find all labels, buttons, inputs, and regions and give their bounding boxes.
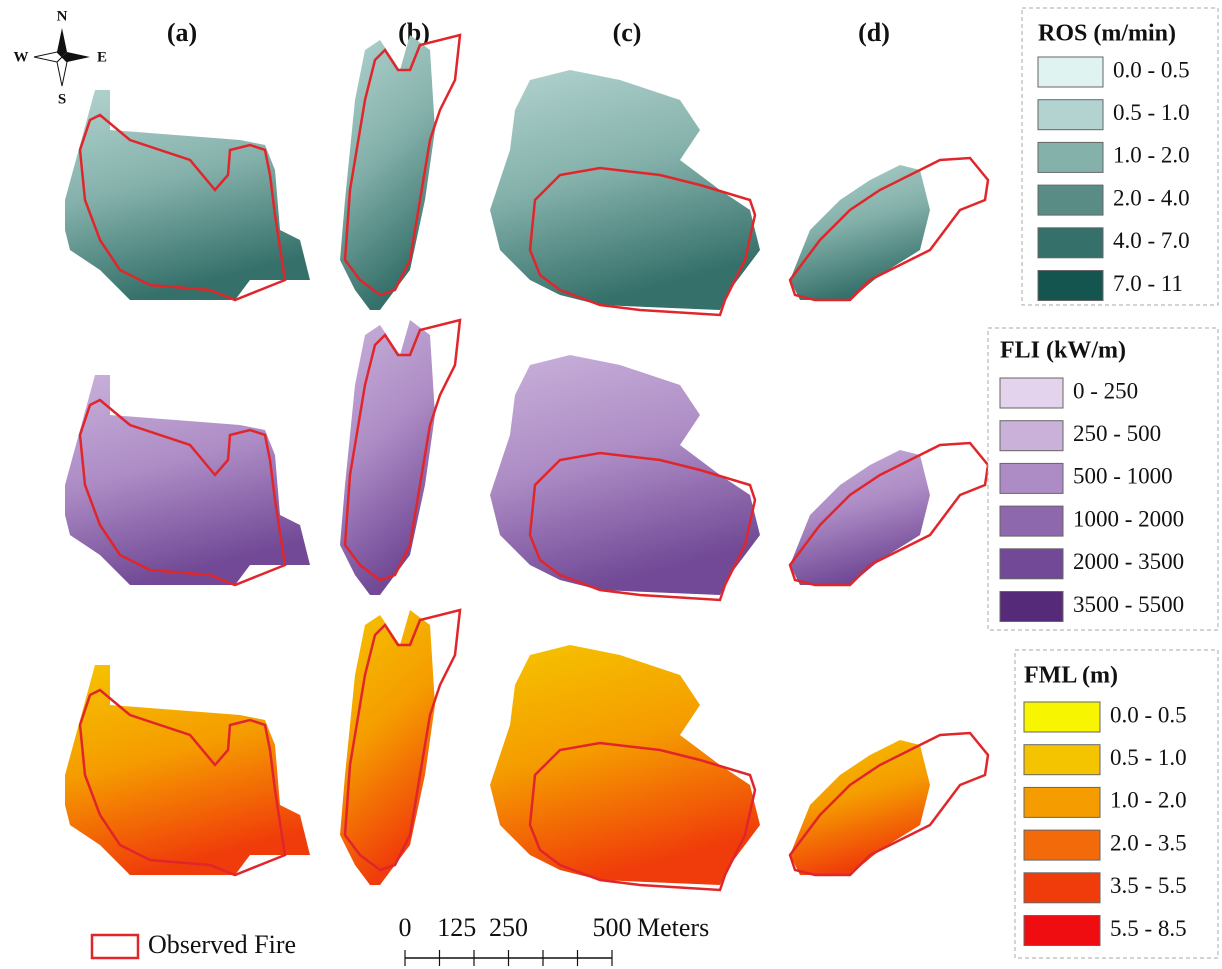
column-label: (a) [167, 18, 197, 47]
compass-arrow [57, 57, 67, 86]
legend-label: 1.0 - 2.0 [1113, 143, 1190, 168]
legend-swatch [1000, 549, 1063, 579]
scale-label: 0 [399, 913, 412, 942]
legend-swatch [1000, 378, 1063, 408]
legend-swatch [1038, 228, 1103, 258]
legend-swatch [1024, 787, 1100, 817]
legend-swatch [1038, 57, 1103, 87]
legend-label: 2.0 - 3.5 [1110, 830, 1187, 855]
compass-label: W [14, 49, 29, 65]
column-label: (c) [613, 18, 642, 47]
legend-label: 2000 - 3500 [1073, 549, 1184, 574]
figure: N S W E (a)(b)(c)(d)ROS (m/min)0.0 - 0.5… [0, 0, 1222, 969]
fire-map [340, 320, 435, 595]
legend-label: 0.5 - 1.0 [1110, 745, 1187, 770]
legend-swatch [1000, 421, 1063, 451]
fire-map [340, 35, 435, 310]
legend-label: 0.0 - 0.5 [1113, 57, 1190, 82]
map-row [65, 35, 988, 315]
legend-label: 0 - 250 [1073, 378, 1138, 403]
legend-swatch [1024, 745, 1100, 775]
legend-swatch [1038, 100, 1103, 130]
compass-label: N [57, 8, 68, 24]
legend-title: FLI (kW/m) [1000, 338, 1126, 364]
legend-label: 1.0 - 2.0 [1110, 788, 1187, 813]
map-row [65, 610, 988, 890]
compass-arrow [57, 28, 67, 57]
legend-title: ROS (m/min) [1038, 21, 1176, 47]
scale-label: 500 [593, 913, 632, 942]
fire-map [790, 450, 930, 585]
scale-label: 250 [489, 913, 528, 942]
legend-label: 0.0 - 0.5 [1110, 702, 1187, 727]
legend-swatch [1024, 830, 1100, 860]
compass-arrow [62, 52, 90, 62]
legend-swatch [1000, 592, 1063, 622]
column-label: (d) [858, 18, 890, 47]
fire-map [340, 610, 435, 885]
legend-title: FML (m) [1024, 663, 1118, 689]
legend-label: 2.0 - 4.0 [1113, 185, 1190, 210]
scale-label: 125 [437, 913, 476, 942]
compass: N S W E [14, 8, 108, 107]
fire-map [790, 740, 930, 875]
fire-map [790, 165, 930, 300]
legend-swatch [1038, 142, 1103, 172]
legend-label: 3500 - 5500 [1073, 592, 1184, 617]
scale-unit: Meters [637, 913, 709, 942]
legend-swatch [1024, 916, 1100, 946]
legend-label: 1000 - 2000 [1073, 506, 1184, 531]
legend-swatch [1038, 271, 1103, 301]
legend-swatch [1038, 185, 1103, 215]
legend-label: 5.5 - 8.5 [1110, 916, 1187, 941]
legend-label: 0.5 - 1.0 [1113, 100, 1190, 125]
compass-label: S [58, 91, 66, 107]
legend-label: 500 - 1000 [1073, 464, 1173, 489]
map-row [65, 320, 988, 600]
observed-fire-label: Observed Fire [148, 930, 296, 959]
compass-label: E [97, 49, 107, 65]
observed-fire-swatch [92, 935, 138, 958]
legend-label: 4.0 - 7.0 [1113, 228, 1190, 253]
legend-swatch [1024, 873, 1100, 903]
legend-label: 7.0 - 11 [1113, 271, 1183, 296]
legend-swatch [1024, 702, 1100, 732]
legend-label: 3.5 - 5.5 [1110, 873, 1187, 898]
legend-label: 250 - 500 [1073, 421, 1161, 446]
legend-swatch [1000, 506, 1063, 536]
compass-arrow [34, 52, 62, 62]
legend-swatch [1000, 463, 1063, 493]
